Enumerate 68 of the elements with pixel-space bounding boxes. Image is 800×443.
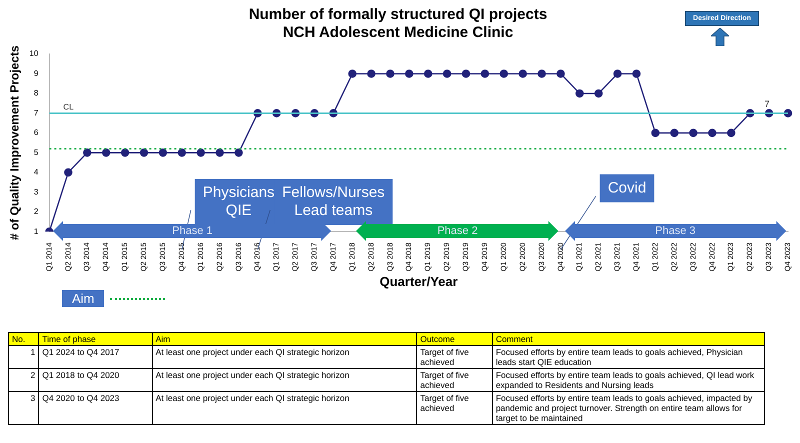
y-tick-label: 3 — [34, 187, 39, 196]
point — [178, 148, 186, 157]
text: Focused efforts by entire team leads to goals achieved, Physician leads start QIE education — [492, 346, 764, 368]
point — [216, 148, 224, 157]
y-tick-label: 8 — [34, 88, 39, 98]
point — [651, 128, 660, 138]
text: Q1 2024 to Q4 2017 — [38, 346, 152, 368]
point — [405, 70, 414, 78]
y-tick-label: 9 — [34, 68, 39, 78]
text: Focused efforts by entire team leads to goals achieved, impacted by pandemic and project turnover. Strength on entire team allows for target to be maintained — [492, 392, 764, 424]
chart-title: Number of formally structured QI projects — [248, 6, 548, 24]
text: Focused efforts by entire team leads to goals achieved, QI lead work expanded to Residents and Nursing leads — [492, 368, 764, 392]
ref-line-label: CL — [63, 102, 74, 112]
annotation: Fellows/Nurses Lead teams — [282, 184, 385, 220]
y-tick-label: 10 — [29, 49, 39, 58]
point — [196, 148, 205, 157]
text: No. — [8, 332, 39, 346]
legend-label: Aim — [62, 290, 104, 307]
annotation: Physicians QIE — [202, 184, 275, 220]
y-tick-label: 7 — [34, 108, 39, 118]
point — [538, 70, 546, 78]
y-axis-title: # of Quality Improvement Projects — [8, 45, 22, 240]
point — [708, 128, 716, 138]
point — [83, 148, 92, 157]
point — [727, 128, 736, 138]
text: Target of five achieved — [416, 392, 492, 424]
y-tick-label: 5 — [34, 148, 39, 157]
text: Q1 2018 to Q4 2020 — [38, 368, 152, 392]
point — [348, 70, 357, 78]
y-tick-label: 6 — [34, 128, 39, 138]
text: At least one project under each QI strategic horizon — [152, 346, 417, 368]
point — [632, 70, 641, 78]
y-tick-label: 4 — [34, 168, 39, 177]
text: Target of five achieved — [416, 346, 492, 368]
text: Outcome — [416, 332, 492, 346]
point — [594, 89, 603, 98]
point — [102, 148, 110, 157]
point — [64, 168, 72, 177]
text: Target of five achieved — [416, 368, 492, 392]
point — [480, 70, 490, 78]
point — [234, 148, 243, 157]
point — [158, 148, 168, 157]
text: Q4 2020 to Q4 2023 — [38, 392, 152, 424]
y-tick-label: 2 — [34, 207, 39, 216]
annotation: Covid — [608, 179, 646, 196]
text: Aim — [152, 332, 417, 346]
point — [613, 70, 622, 78]
point — [424, 70, 432, 78]
point — [442, 70, 452, 78]
point — [120, 148, 130, 157]
point — [670, 128, 679, 138]
text: Comment — [492, 332, 764, 346]
x-axis-title: Quarter/Year — [380, 274, 458, 289]
point — [689, 128, 698, 138]
point — [576, 89, 584, 98]
text: At least one project under each QI strategic horizon — [152, 368, 417, 392]
point — [556, 70, 565, 78]
text: Time of phase — [38, 332, 152, 346]
point — [386, 70, 394, 78]
point — [140, 148, 148, 157]
data-label: 7 — [764, 99, 770, 110]
point — [518, 70, 527, 78]
y-tick-label: 1 — [34, 226, 39, 236]
chart-subtitle: NCH Adolescent Medicine Clinic — [282, 24, 514, 42]
point — [367, 70, 376, 78]
text: At least one project under each QI strategic horizon — [152, 392, 417, 424]
point — [500, 70, 508, 78]
point — [462, 70, 470, 78]
